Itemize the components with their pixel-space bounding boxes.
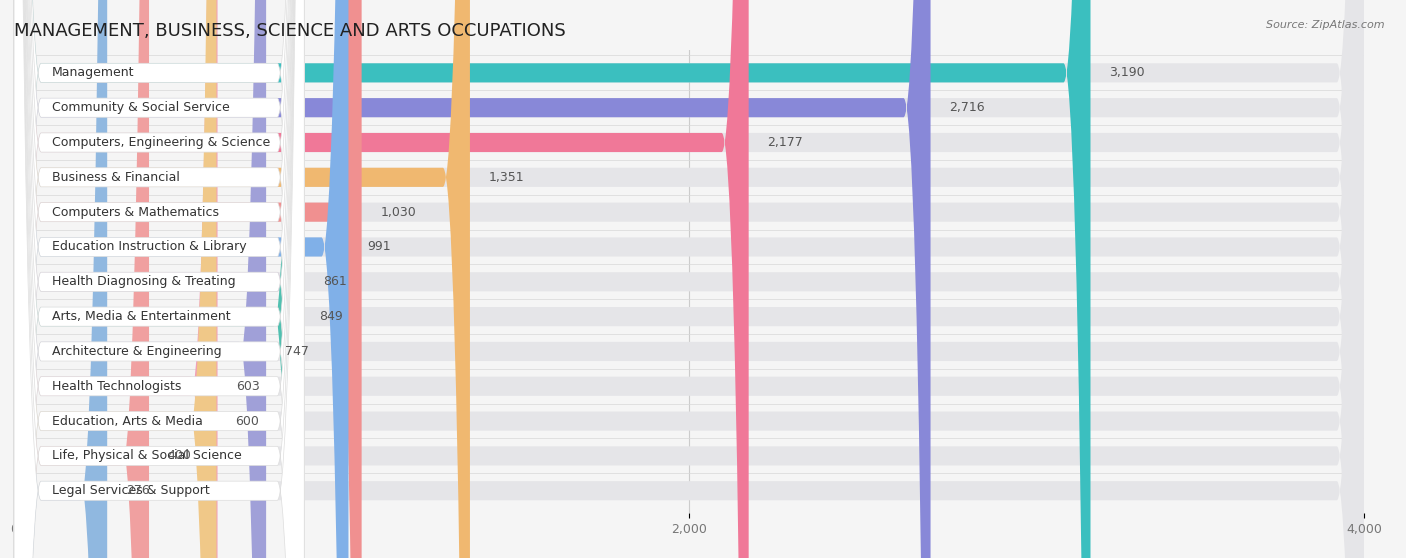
FancyBboxPatch shape [14,0,304,558]
Text: Education, Arts & Media: Education, Arts & Media [52,415,202,427]
FancyBboxPatch shape [14,0,218,558]
FancyBboxPatch shape [14,0,1364,558]
FancyBboxPatch shape [14,0,149,558]
FancyBboxPatch shape [14,0,107,558]
FancyBboxPatch shape [14,0,1364,558]
Text: 991: 991 [367,240,391,253]
FancyBboxPatch shape [14,0,304,558]
Text: Business & Financial: Business & Financial [52,171,180,184]
FancyBboxPatch shape [14,0,304,558]
Text: 861: 861 [323,275,347,288]
Text: 276: 276 [125,484,149,497]
FancyBboxPatch shape [14,0,304,558]
Text: Computers, Engineering & Science: Computers, Engineering & Science [52,136,270,149]
FancyBboxPatch shape [14,0,304,558]
Text: Life, Physical & Social Science: Life, Physical & Social Science [52,449,242,463]
Text: 600: 600 [235,415,259,427]
Text: 2,177: 2,177 [768,136,803,149]
Text: Source: ZipAtlas.com: Source: ZipAtlas.com [1267,20,1385,30]
Text: 747: 747 [284,345,308,358]
FancyBboxPatch shape [14,0,1364,558]
FancyBboxPatch shape [14,0,361,558]
FancyBboxPatch shape [14,0,304,558]
FancyBboxPatch shape [14,0,470,558]
Text: 2,716: 2,716 [949,101,984,114]
Text: Computers & Mathematics: Computers & Mathematics [52,206,219,219]
FancyBboxPatch shape [14,0,1364,558]
Text: 849: 849 [319,310,343,323]
FancyBboxPatch shape [14,0,349,558]
FancyBboxPatch shape [14,0,304,558]
Text: Community & Social Service: Community & Social Service [52,101,229,114]
Text: 400: 400 [167,449,191,463]
Text: Health Technologists: Health Technologists [52,380,181,393]
FancyBboxPatch shape [14,0,931,558]
FancyBboxPatch shape [14,0,304,558]
FancyBboxPatch shape [14,0,1364,558]
FancyBboxPatch shape [14,0,304,558]
FancyBboxPatch shape [14,0,305,558]
FancyBboxPatch shape [14,0,1364,558]
FancyBboxPatch shape [14,0,1364,558]
FancyBboxPatch shape [14,0,304,558]
FancyBboxPatch shape [14,0,1364,558]
FancyBboxPatch shape [14,0,304,558]
FancyBboxPatch shape [14,0,304,558]
FancyBboxPatch shape [14,0,217,558]
Text: MANAGEMENT, BUSINESS, SCIENCE AND ARTS OCCUPATIONS: MANAGEMENT, BUSINESS, SCIENCE AND ARTS O… [14,22,565,40]
Text: 603: 603 [236,380,260,393]
Text: Arts, Media & Entertainment: Arts, Media & Entertainment [52,310,231,323]
Text: Legal Services & Support: Legal Services & Support [52,484,209,497]
Text: Architecture & Engineering: Architecture & Engineering [52,345,221,358]
FancyBboxPatch shape [14,0,304,558]
FancyBboxPatch shape [14,0,1091,558]
FancyBboxPatch shape [14,0,748,558]
Text: 1,030: 1,030 [380,206,416,219]
Text: 1,351: 1,351 [488,171,524,184]
FancyBboxPatch shape [14,0,1364,558]
Text: Health Diagnosing & Treating: Health Diagnosing & Treating [52,275,235,288]
FancyBboxPatch shape [14,0,1364,558]
FancyBboxPatch shape [14,0,301,558]
Text: Education Instruction & Library: Education Instruction & Library [52,240,246,253]
FancyBboxPatch shape [14,0,266,558]
Text: Management: Management [52,66,135,79]
Text: 3,190: 3,190 [1109,66,1144,79]
FancyBboxPatch shape [14,0,1364,558]
FancyBboxPatch shape [14,0,1364,558]
FancyBboxPatch shape [14,0,1364,558]
